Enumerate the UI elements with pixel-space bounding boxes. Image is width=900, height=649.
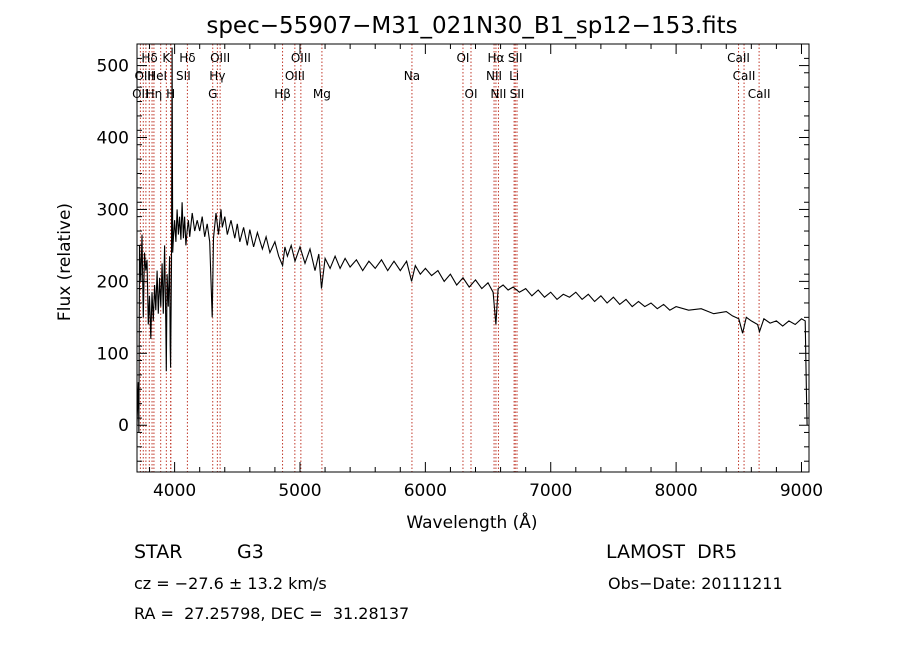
- chart-title: spec−55907−M31_021N30_B1_sp12−153.fits: [206, 13, 737, 39]
- line-label: OIII: [210, 51, 230, 65]
- line-label: Hγ: [209, 69, 225, 83]
- y-tick-label: 300: [97, 200, 129, 220]
- object-subclass: G3: [237, 541, 264, 563]
- coordinates: RA = 27.25798, DEC = 31.28137: [134, 604, 410, 623]
- line-label: Hβ: [274, 87, 291, 101]
- y-tick-label: 0: [118, 416, 129, 436]
- line-label: Li: [509, 69, 519, 83]
- line-label: OIII: [285, 69, 305, 83]
- line-label: Hη: [146, 87, 163, 101]
- line-label: HeI: [147, 69, 167, 83]
- survey-name: LAMOST DR5: [606, 541, 738, 563]
- redshift-readout: cz = −27.6 ± 13.2 km/s: [134, 574, 327, 593]
- line-label: Mg: [313, 87, 331, 101]
- x-tick-label: 4000: [153, 481, 196, 501]
- line-label: SII: [508, 51, 523, 65]
- line-label: SII: [176, 69, 191, 83]
- y-tick-label: 100: [97, 344, 129, 364]
- line-label: G: [208, 87, 217, 101]
- plot-frame: [136, 43, 810, 473]
- line-label: Hδ: [141, 51, 157, 65]
- line-label: H: [166, 87, 175, 101]
- line-label: NII: [490, 87, 506, 101]
- x-axis-ticks: 4000 5000 6000 7000 8000 9000: [149, 44, 823, 501]
- y-axis-ticks: 0 100 200 300 400 500: [97, 57, 809, 462]
- line-label: CaII: [727, 51, 750, 65]
- x-tick-label: 8000: [654, 481, 697, 501]
- line-label: Hα: [487, 51, 504, 65]
- y-tick-label: 200: [97, 272, 129, 292]
- spectrum-line: [136, 47, 808, 433]
- x-tick-label: 5000: [278, 481, 321, 501]
- x-tick-label: 7000: [529, 481, 572, 501]
- x-tick-label: 6000: [404, 481, 447, 501]
- x-axis-label: Wavelength (Å): [406, 511, 537, 533]
- line-label: SII: [510, 87, 525, 101]
- line-label: CaII: [748, 87, 771, 101]
- line-label: K: [162, 51, 171, 65]
- line-label: NII: [486, 69, 502, 83]
- emission-line-markers: [139, 44, 760, 472]
- y-axis-label: Flux (relative): [55, 203, 75, 321]
- line-label: OI: [456, 51, 469, 65]
- y-tick-label: 500: [97, 57, 129, 77]
- line-label: OII: [132, 87, 149, 101]
- line-label: Hδ: [179, 51, 195, 65]
- line-label: Na: [404, 69, 420, 83]
- line-label: CaII: [733, 69, 756, 83]
- line-label: OIII: [291, 51, 311, 65]
- line-label: OI: [465, 87, 478, 101]
- obs-date: Obs−Date: 20111211: [608, 574, 783, 593]
- x-tick-label: 9000: [780, 481, 823, 501]
- object-class: STAR: [134, 541, 183, 563]
- y-tick-label: 400: [97, 129, 129, 149]
